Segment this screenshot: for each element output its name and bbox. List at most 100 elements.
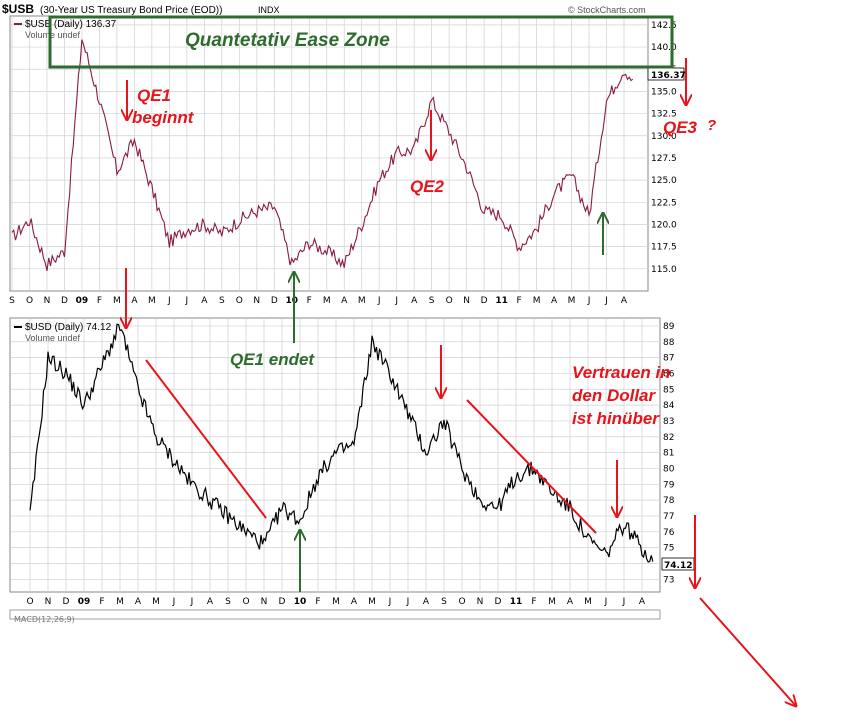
- x-tick-label: S: [219, 296, 225, 306]
- y-tick-label: 78: [663, 496, 675, 506]
- x-tick-label: A: [201, 296, 208, 306]
- x-tick-label: O: [236, 296, 243, 306]
- header-description: (30-Year US Treasury Bond Price (EOD)): [40, 5, 222, 16]
- x-tick-label: S: [225, 597, 231, 607]
- qe3-question-mark: ?: [707, 117, 716, 134]
- x-tick-label: S: [441, 597, 447, 607]
- x-tick-label: 09: [76, 296, 89, 306]
- y-tick-label: 120.0: [651, 220, 677, 230]
- x-tick-label: A: [423, 597, 430, 607]
- trust-label-line2: den Dollar: [572, 386, 657, 405]
- x-tick-label: N: [253, 296, 260, 306]
- x-tick-label: D: [271, 296, 278, 306]
- y-tick-label: 80: [663, 464, 675, 474]
- dollar-down-arrow-2: [699, 597, 796, 706]
- x-tick-label: O: [458, 597, 465, 607]
- y-tick-label: 125.0: [651, 176, 677, 186]
- x-tick-label: J: [406, 597, 410, 607]
- x-tick-label: O: [446, 296, 453, 306]
- x-tick-label: M: [358, 296, 366, 306]
- dollar-last-value: 74.12: [664, 561, 692, 571]
- bond-legend-label: $USB (Daily) 136.37: [25, 19, 117, 30]
- x-tick-label: J: [394, 296, 398, 306]
- x-tick-label: S: [429, 296, 435, 306]
- x-tick-label: 11: [495, 296, 508, 306]
- header-symbol: $USB: [2, 2, 34, 16]
- x-tick-label: 09: [78, 597, 91, 607]
- y-tick-label: 83: [663, 417, 674, 427]
- x-tick-label: J: [622, 597, 626, 607]
- x-tick-label: 11: [510, 597, 523, 607]
- x-tick-label: M: [533, 296, 541, 306]
- x-tick-label: A: [567, 597, 574, 607]
- x-tick-label: 10: [294, 597, 307, 607]
- y-tick-label: 135.0: [651, 87, 677, 97]
- macd-label: MACD(12,26,9): [14, 615, 75, 624]
- y-tick-label: 73: [663, 575, 674, 585]
- x-tick-label: N: [261, 597, 268, 607]
- x-tick-label: M: [584, 597, 592, 607]
- dollar-x-axis: O N D 09 F M A M J J A S O N D 10 F M A M J J A S O N D 11 F M A M J J A: [26, 597, 645, 607]
- qe-zone-box: [48, 15, 674, 69]
- x-tick-label: A: [551, 296, 558, 306]
- x-tick-label: J: [587, 296, 591, 306]
- bond-x-axis: S O N D 09 F M A M J J A S O N D 10 F M A M J J A S O N D 11 F M A M J J A: [9, 296, 628, 306]
- x-tick-label: A: [411, 296, 418, 306]
- y-tick-label: 122.5: [651, 198, 677, 208]
- x-tick-label: N: [463, 296, 470, 306]
- header-exchange: INDX: [258, 5, 280, 15]
- x-tick-label: J: [388, 597, 392, 607]
- qe1-begin-label-line1: QE1: [137, 86, 171, 105]
- x-tick-label: A: [135, 597, 142, 607]
- y-tick-label: 81: [663, 449, 674, 459]
- x-tick-label: N: [45, 597, 52, 607]
- bond-panel-frame: [9, 15, 649, 292]
- header-credit: © StockCharts.com: [568, 5, 646, 15]
- x-tick-label: J: [185, 296, 189, 306]
- y-tick-label: 86: [663, 369, 675, 379]
- x-tick-label: A: [639, 597, 646, 607]
- dollar-trendline-1: [145, 359, 267, 519]
- y-tick-label: 87: [663, 354, 674, 364]
- qe3-label: QE3: [663, 118, 698, 137]
- x-tick-label: F: [99, 597, 104, 607]
- x-tick-label: D: [481, 296, 488, 306]
- y-tick-label: 84: [663, 401, 675, 411]
- y-tick-label: 115.0: [651, 265, 677, 275]
- y-tick-label: 132.5: [651, 110, 677, 120]
- y-tick-label: 117.5: [651, 243, 677, 253]
- macd-strip: [9, 609, 661, 620]
- dollar-index-panel: 7374757677787980818283848586878889 OND09…: [9, 317, 695, 607]
- x-tick-label: J: [190, 597, 194, 607]
- x-tick-label: M: [568, 296, 576, 306]
- dollar-volume-label: Volume undef: [25, 333, 81, 343]
- x-tick-label: F: [315, 597, 320, 607]
- x-tick-label: M: [368, 597, 376, 607]
- dollar-panel-frame: [9, 317, 661, 593]
- bond-grid: [10, 16, 648, 291]
- x-tick-label: A: [131, 296, 138, 306]
- bond-last-value: 136.37: [651, 71, 686, 81]
- x-tick-label: F: [307, 296, 312, 306]
- y-tick-label: 88: [663, 338, 675, 348]
- x-tick-label: M: [548, 597, 556, 607]
- dollar-last-value-tag: 74.12: [661, 557, 695, 571]
- bond-price-line: [11, 39, 634, 272]
- dollar-legend-label: $USD (Daily) 74.12: [25, 322, 112, 333]
- y-tick-label: 89: [663, 322, 675, 332]
- y-tick-label: 140.0: [651, 43, 677, 53]
- trust-label-line3: ist hinüber: [572, 409, 660, 428]
- y-tick-label: 77: [663, 512, 674, 522]
- x-tick-label: J: [167, 296, 171, 306]
- bond-price-panel: 115.0 117.5 120.0 122.5 125.0 127.5 130.0 132.5…: [9, 15, 686, 306]
- x-tick-label: D: [61, 296, 68, 306]
- dollar-trendline-2: [466, 399, 597, 534]
- x-tick-label: J: [172, 597, 176, 607]
- x-tick-label: M: [323, 296, 331, 306]
- trust-label-line1: Vertrauen in: [572, 363, 671, 382]
- x-tick-label: D: [495, 597, 502, 607]
- qe2-label: QE2: [410, 177, 445, 196]
- x-tick-label: S: [9, 296, 15, 306]
- y-tick-label: 82: [663, 433, 674, 443]
- y-tick-label: 75: [663, 544, 674, 554]
